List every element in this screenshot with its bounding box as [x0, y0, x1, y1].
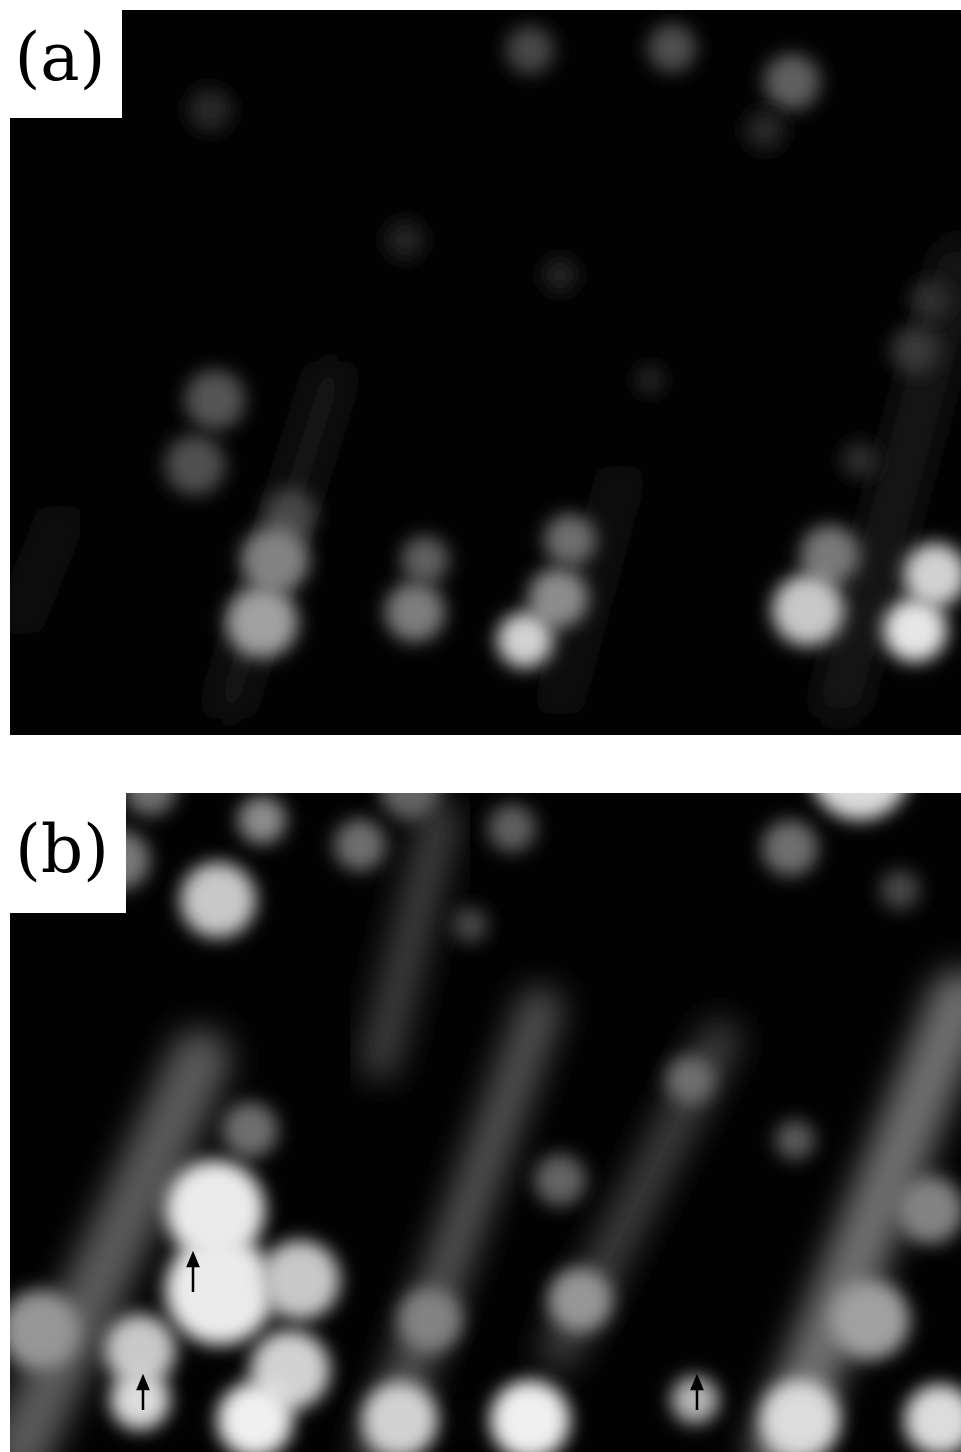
surface-feature — [0, 1290, 80, 1370]
surface-feature — [226, 586, 298, 658]
surface-feature — [544, 514, 596, 566]
surface-feature — [883, 598, 947, 662]
surface-feature — [506, 26, 554, 74]
surface-feature — [880, 870, 920, 910]
surface-feature — [334, 819, 386, 871]
page: STM panels {"panels": [{"label": "(a)"},… — [0, 0, 961, 1452]
surface-feature — [180, 862, 256, 938]
surface-feature — [165, 435, 225, 495]
surface-feature — [488, 804, 536, 852]
surface-feature — [497, 612, 553, 668]
surface-feature — [260, 1240, 340, 1320]
surface-feature — [222, 1102, 278, 1158]
surface-feature — [385, 220, 425, 260]
surface-feature — [185, 370, 245, 430]
surface-feature — [188, 88, 232, 132]
surface-feature — [775, 1120, 815, 1160]
figure: (a) (b) — [0, 0, 961, 1452]
surface-feature — [401, 536, 449, 584]
surface-feature — [842, 442, 878, 478]
surface-feature — [762, 820, 818, 876]
surface-feature — [238, 796, 286, 844]
surface-feature — [241, 526, 309, 594]
surface-feature — [772, 574, 844, 646]
surface-feature — [165, 1235, 275, 1345]
surface-feature — [910, 280, 950, 320]
surface-feature — [452, 907, 488, 943]
surface-feature — [666, 1056, 714, 1104]
surface-feature — [124, 764, 176, 816]
surface-feature — [764, 54, 820, 110]
surface-feature — [636, 366, 664, 394]
surface-feature — [830, 1280, 910, 1360]
body: (a) (b) (() => { const data = JSON.parse… — [0, 0, 961, 1452]
surface-feature — [548, 1268, 612, 1332]
surface-feature — [110, 1370, 170, 1430]
panel-b-label: (b) — [15, 811, 109, 888]
panel-a-label: (a) — [15, 19, 106, 96]
surface-feature — [398, 1288, 462, 1352]
surface-feature — [385, 582, 445, 642]
surface-feature — [380, 760, 440, 820]
surface-feature — [891, 326, 939, 374]
surface-feature — [896, 1176, 961, 1244]
surface-feature — [648, 24, 696, 72]
surface-feature — [542, 257, 578, 293]
surface-feature — [745, 110, 785, 150]
surface-feature — [534, 1154, 586, 1206]
